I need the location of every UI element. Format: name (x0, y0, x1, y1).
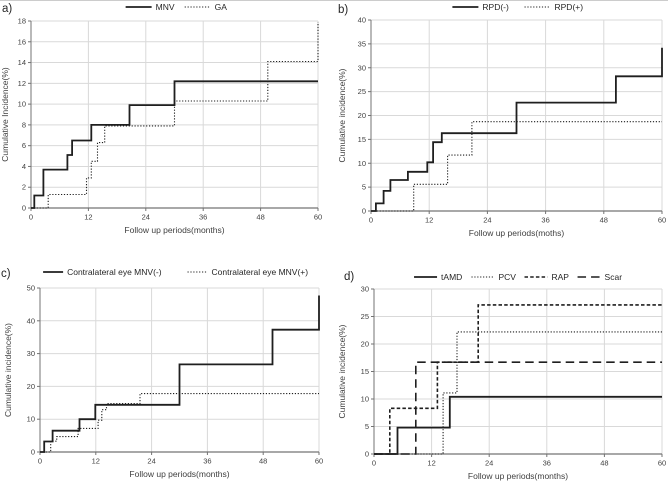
x-tick-label: 0 (29, 213, 33, 222)
y-tick-label: 2 (22, 183, 26, 192)
x-tick-label: 24 (142, 213, 150, 222)
y-tick-label: 20 (358, 111, 366, 120)
series-line-RPD(+) (371, 121, 662, 212)
y-tick-label: 8 (22, 120, 26, 129)
x-tick-label: 60 (315, 457, 323, 466)
y-tick-label: 14 (18, 58, 26, 67)
x-tick-label: 60 (658, 459, 666, 468)
x-axis-label: Follow up periods(moths) (469, 228, 565, 238)
y-tick-label: 5 (365, 422, 369, 431)
y-tick-label: 40 (27, 316, 35, 325)
y-tick-label: 6 (22, 141, 26, 150)
y-tick-label: 10 (358, 159, 366, 168)
x-tick-label: 48 (600, 216, 608, 225)
x-tick-label: 12 (427, 459, 435, 468)
chart-c-svg: 0 10 20 30 40 50 0 12 24 36 48 60 Contralateral eye … (1, 267, 323, 479)
y-axis-label: Cumulative incidence(%) (337, 68, 347, 162)
x-tick-label: 24 (147, 457, 155, 466)
series-line-RPD(-) (371, 47, 663, 212)
x-tick-label: 60 (314, 213, 322, 222)
series-line-Contralateral eye MNV(-) (40, 295, 320, 453)
y-tick-label: 0 (31, 448, 35, 457)
y-tick-label: 5 (362, 183, 366, 192)
y-tick-label: 35 (358, 39, 366, 48)
panel-label: a) (2, 3, 12, 15)
y-tick-label: 18 (18, 17, 26, 26)
x-tick-label: 12 (92, 457, 100, 466)
series-line-GA (31, 22, 319, 209)
x-tick-label: 36 (203, 457, 211, 466)
y-tick-label: 15 (358, 135, 366, 144)
x-tick-label: 12 (84, 213, 92, 222)
legend-label: Scar (605, 272, 623, 282)
x-tick-label: 24 (483, 216, 491, 225)
y-axis-label: Cumulative Incidence(%) (0, 67, 10, 162)
x-tick-label: 0 (38, 457, 42, 466)
y-tick-label: 25 (358, 87, 366, 96)
panel-label: c) (1, 268, 11, 280)
legend-label: MNV (156, 2, 175, 12)
y-tick-label: 50 (27, 284, 35, 293)
series-line-tAMD (374, 395, 662, 455)
series-line-Scar (374, 361, 662, 455)
y-tick-label: 25 (361, 312, 369, 321)
panel-c: 0 10 20 30 40 50 0 12 24 36 48 60 Contralateral eye … (0, 244, 334, 487)
legend-label: GA (215, 2, 228, 12)
y-tick-label: 10 (27, 415, 35, 424)
panel-label: d) (344, 271, 354, 283)
y-tick-label: 16 (18, 37, 26, 46)
legend-label: PCV (498, 272, 516, 282)
x-tick-label: 36 (541, 216, 549, 225)
y-tick-label: 20 (361, 340, 369, 349)
x-tick-label: 48 (600, 459, 608, 468)
legend-label: RPD(+) (555, 2, 584, 12)
y-tick-label: 30 (358, 63, 366, 72)
x-axis-label: Follow up periods(months) (124, 225, 224, 235)
legend-label: RAP (552, 272, 570, 282)
y-tick-label: 30 (27, 349, 35, 358)
x-tick-label: 0 (369, 216, 373, 225)
legend-label: Contralateral eye MNV(+) (212, 267, 309, 277)
y-axis-label: Cumulative incidence(%) (3, 323, 13, 417)
y-axis-label: Cumulative incidence(%) (337, 324, 347, 418)
y-tick-label: 12 (18, 79, 26, 88)
x-axis-label: Follow up periods(months) (129, 469, 229, 479)
y-tick-label: 0 (365, 450, 369, 459)
series-line-PCV (374, 331, 662, 455)
legend-label: tAMD (441, 272, 462, 282)
y-tick-label: 40 (358, 16, 366, 25)
panel-b: 0 5 10 15 20 25 30 35 40 0 12 24 36 48 60 RPD(-) RPD(+) b… (334, 1, 668, 244)
panel-d: 0 5 10 15 20 25 30 0 12 24 36 48 60 tAMD PCV RAP Scar d) F… (334, 244, 668, 487)
x-tick-label: 36 (543, 459, 551, 468)
y-tick-label: 0 (362, 207, 366, 216)
y-tick-label: 10 (361, 395, 369, 404)
x-tick-label: 12 (425, 216, 433, 225)
chart-d-svg: 0 5 10 15 20 25 30 0 12 24 36 48 60 tAMD PCV RAP Scar d) F… (337, 271, 666, 481)
x-tick-label: 60 (658, 216, 666, 225)
legend-label: RPD(-) (482, 2, 509, 12)
y-tick-label: 0 (22, 204, 26, 213)
legend-label: Contralateral eye MNV(-) (67, 267, 162, 277)
y-tick-label: 20 (27, 382, 35, 391)
x-tick-label: 36 (199, 213, 207, 222)
x-axis-label: Follow up periods(months) (468, 471, 568, 481)
panel-label: b) (338, 4, 348, 16)
y-tick-label: 4 (22, 162, 26, 171)
series-line-RAP (374, 304, 662, 455)
x-tick-label: 48 (256, 213, 264, 222)
x-tick-label: 24 (485, 459, 493, 468)
y-tick-label: 30 (361, 285, 369, 294)
y-tick-label: 10 (18, 100, 26, 109)
y-tick-label: 15 (361, 367, 369, 376)
x-tick-label: 0 (372, 459, 376, 468)
chart-b-svg: 0 5 10 15 20 25 30 35 40 0 12 24 36 48 60 RPD(-) RPD(+) b… (337, 2, 666, 238)
series-line-MNV (31, 80, 318, 209)
x-tick-label: 48 (259, 457, 267, 466)
panel-a: 0 2 4 6 8 10 12 14 16 18 0 12 24 36 48 60 MNV GA a) Follow … (0, 1, 334, 244)
